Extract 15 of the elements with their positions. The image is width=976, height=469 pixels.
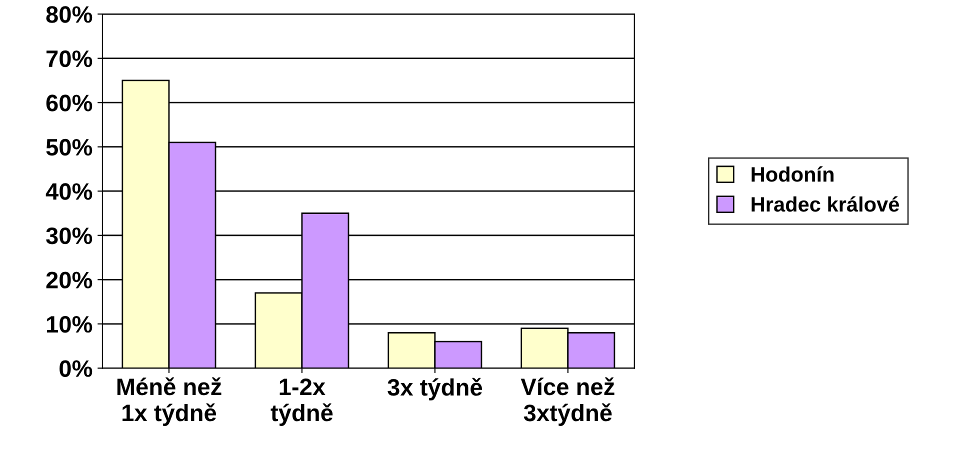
legend-label: Hradec králové	[752, 196, 899, 212]
y-tick-label: 30%	[46, 227, 92, 244]
x-tick-label: Více než 3xtýdně	[520, 377, 614, 426]
x-tick-label: 1-2x týdně	[270, 378, 333, 426]
y-tick-label: 70%	[46, 50, 92, 68]
y-tick-label: 20%	[46, 272, 92, 288]
x-tick-label: Méně než 1x týdně	[117, 377, 222, 426]
y-tick-label: 60%	[46, 94, 92, 112]
y-tick-label: 80%	[46, 6, 92, 23]
y-tick-label: 50%	[46, 138, 92, 156]
y-tick-label: 10%	[46, 316, 92, 333]
y-tick-label: 0%	[60, 360, 92, 377]
x-tick-label: 3x týdně	[388, 378, 482, 400]
legend-label: Hodonín	[752, 166, 834, 182]
y-tick-label: 40%	[46, 183, 92, 200]
